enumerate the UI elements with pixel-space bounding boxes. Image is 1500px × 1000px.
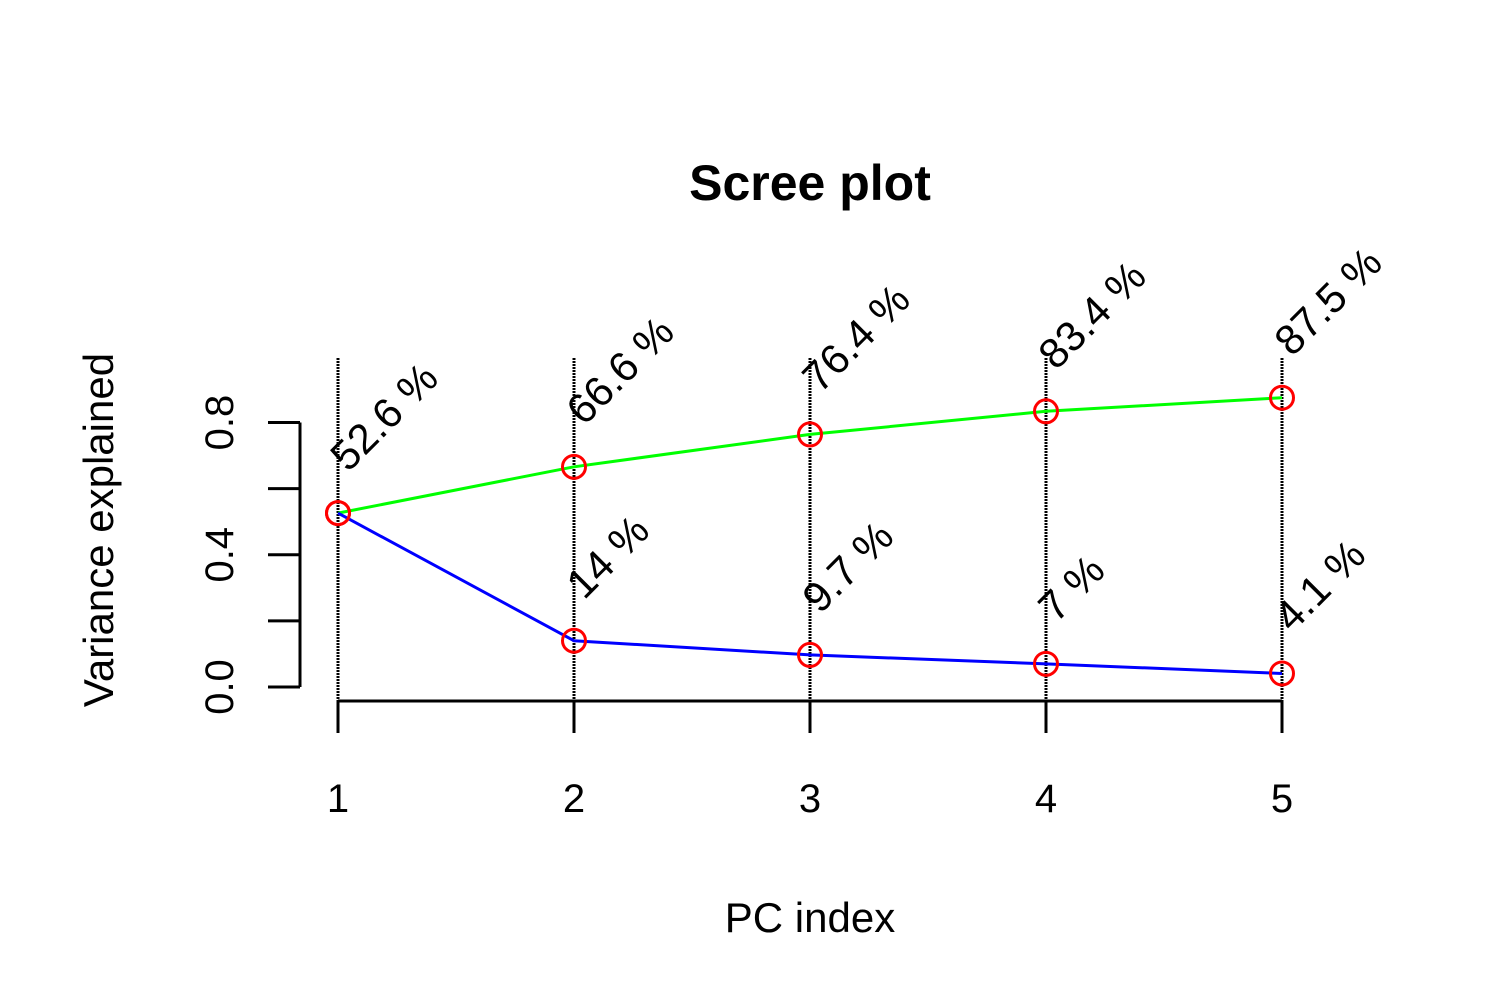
data-label: 52.6 % bbox=[321, 354, 447, 480]
series-lines bbox=[337, 396, 1283, 675]
data-point bbox=[325, 500, 351, 527]
y-tick-label: 0.0 bbox=[198, 659, 242, 715]
x-axis-label: PC index bbox=[725, 894, 895, 941]
data-labels: 52.6 % 66.6 % 76.4 % 83.4 % 87.5 %14 % 9.7 % 7… bbox=[321, 238, 1391, 639]
chart-title: Scree plot bbox=[689, 155, 931, 211]
x-tick-label: 3 bbox=[799, 777, 821, 821]
data-point bbox=[561, 453, 587, 480]
point-markers bbox=[325, 384, 1295, 687]
grid-lines bbox=[336, 358, 1284, 733]
data-label: 83.4 % bbox=[1029, 252, 1155, 378]
data-point bbox=[1033, 398, 1059, 425]
x-tick-label: 1 bbox=[327, 777, 349, 821]
axes: 1 2 3 4 5 0.0 0.4 0.8 bbox=[198, 395, 1293, 821]
y-axis-label: Variance explained bbox=[75, 353, 122, 707]
data-label: 87.5 % bbox=[1265, 238, 1391, 364]
data-label: 7 % bbox=[1029, 546, 1113, 630]
data-point bbox=[561, 627, 587, 654]
series-line-2 bbox=[337, 511, 1283, 675]
x-tick-label: 2 bbox=[563, 777, 585, 821]
x-tick-label: 5 bbox=[1271, 777, 1293, 821]
y-tick-label: 0.8 bbox=[198, 395, 242, 451]
x-tick-label: 4 bbox=[1035, 777, 1057, 821]
data-point bbox=[1033, 650, 1059, 677]
data-point bbox=[797, 421, 823, 448]
data-point bbox=[1269, 384, 1295, 411]
data-point bbox=[1269, 660, 1295, 687]
series-line-1 bbox=[337, 396, 1283, 515]
data-point bbox=[797, 641, 823, 668]
data-label: 66.6 % bbox=[557, 307, 683, 433]
data-label: 76.4 % bbox=[793, 275, 919, 401]
y-tick-label: 0.4 bbox=[198, 527, 242, 583]
data-label: 14 % bbox=[557, 506, 658, 607]
